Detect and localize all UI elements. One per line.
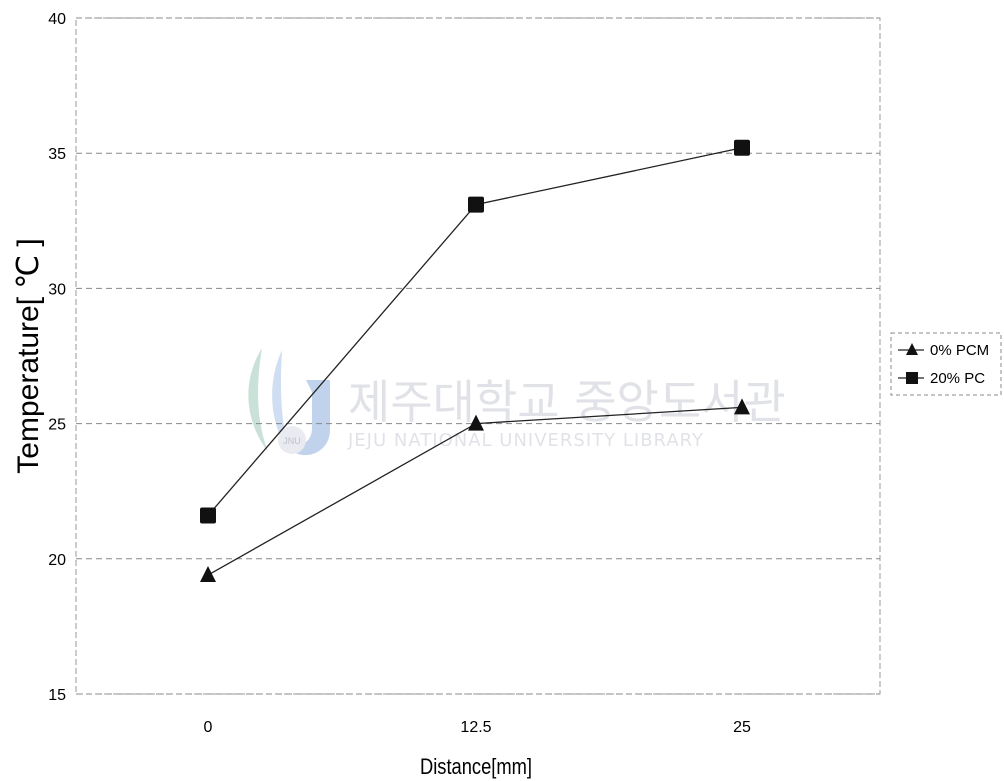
x-axis-ticks: 0 12.5 25 (204, 719, 751, 736)
y-tick-label: 30 (48, 281, 66, 298)
y-tick-label: 20 (48, 552, 66, 569)
x-axis-title: Distance[mm] (420, 754, 532, 779)
y-axis-ticks: 15 20 25 30 35 40 (48, 11, 66, 704)
legend-label: 20% PC (930, 370, 985, 387)
university-emblem-icon: JNU (248, 348, 330, 456)
legend-marker-square (906, 372, 918, 384)
y-tick-label: 40 (48, 11, 66, 28)
legend: 0% PCM 20% PC (890, 332, 1002, 396)
y-tick-label: 25 (48, 417, 66, 434)
data-point-triangle (200, 566, 216, 583)
x-tick-label: 25 (733, 719, 751, 736)
legend-label: 0% PCM (930, 342, 989, 359)
legend-box (890, 332, 1002, 396)
watermark-korean: 제주대학교 중앙도서관 (348, 375, 786, 429)
library-watermark: JNU 제주대학교 중앙도서관 JEJU NATIONAL UNIVERSITY… (248, 348, 786, 456)
plot-area (75, 17, 881, 695)
y-tick-label: 15 (48, 687, 66, 704)
data-point-square (468, 196, 484, 213)
series-1 (200, 398, 750, 583)
y-tick-label: 35 (48, 146, 66, 163)
series-group (200, 139, 750, 583)
data-point-triangle (468, 414, 484, 431)
x-tick-label: 0 (204, 719, 213, 736)
data-point-square (200, 507, 216, 524)
data-point-triangle (734, 398, 750, 415)
y-axis-title: Temperature[ ℃ ] (12, 238, 45, 473)
series-2 (200, 139, 750, 524)
emblem-text: JNU (283, 436, 301, 446)
grid-lines (76, 17, 880, 695)
data-point-square (734, 139, 750, 156)
x-tick-label: 12.5 (460, 719, 491, 736)
watermark-english: JEJU NATIONAL UNIVERSITY LIBRARY (347, 430, 704, 451)
legend-marker-triangle (906, 343, 918, 355)
